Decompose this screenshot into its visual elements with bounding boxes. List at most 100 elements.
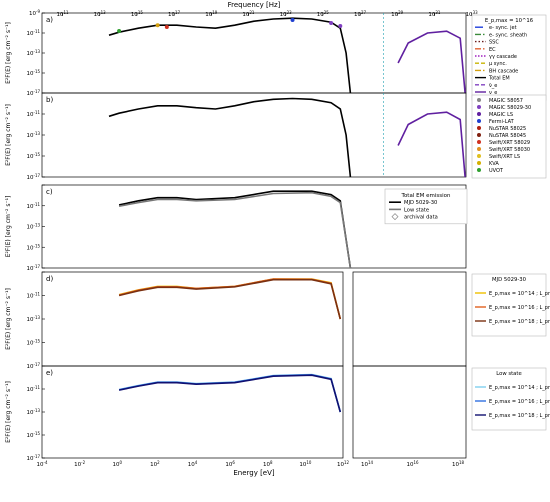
- data-marker: [290, 17, 295, 22]
- legend-label: MAGIC LS: [489, 112, 513, 118]
- y-tick-label: 10-11: [27, 385, 41, 394]
- legend-marker: [391, 213, 399, 221]
- y-axis-label: E²F(E) [erg cm⁻² s⁻¹]: [5, 196, 12, 258]
- y-tick-label: 10-13: [27, 315, 41, 324]
- legend-label: Swift/XRT 58030: [489, 147, 530, 153]
- panel-letter: b): [46, 96, 53, 104]
- y-tick-label: 10-15: [27, 431, 41, 440]
- legend-box: [471, 367, 547, 431]
- legend-label: Total EM: [488, 76, 510, 82]
- legend-marker: [477, 98, 481, 102]
- legend-box: [471, 273, 547, 337]
- series-line: [118, 278, 342, 320]
- series-line: [397, 30, 466, 94]
- top-tick-label: 1013: [94, 10, 107, 19]
- top-tick-label: 1011: [56, 10, 69, 19]
- legend-label: BH cascade: [489, 68, 518, 74]
- legend-label: E_p,max = 10^16 ; L_pnt = 1.0×10^46: [489, 305, 550, 311]
- y-tick-label: 10-11: [27, 291, 41, 300]
- y-tick-label: 10-9: [29, 9, 40, 18]
- panel-0: E²F(E) [erg cm⁻² s⁻¹]a) E_p,max = 10^16e-…: [5, 12, 547, 101]
- bottom-tick-label: 102: [150, 460, 160, 469]
- series-line: [108, 17, 352, 94]
- legend-label: SSC: [489, 40, 499, 46]
- bottom-tick-label: 104: [188, 460, 198, 469]
- bottom-tick-label: 10-4: [37, 460, 48, 469]
- data-marker: [338, 24, 343, 29]
- series-line: [108, 97, 352, 178]
- y-tick-label: 10-15: [27, 338, 41, 347]
- legend-marker: [477, 140, 481, 144]
- legend-label: e- sync. jet: [489, 25, 517, 31]
- data-marker: [164, 24, 169, 29]
- y-tick-label: 10-11: [27, 201, 41, 210]
- series-line: [397, 111, 466, 178]
- legend-box: [384, 188, 468, 225]
- plot-frame: [352, 365, 467, 459]
- legend-title: Total EM emission: [401, 193, 451, 199]
- series-line: [118, 278, 342, 320]
- top-tick-label: 1031: [428, 10, 441, 19]
- series-line: [118, 374, 342, 413]
- plot-frame: [41, 365, 344, 459]
- top-tick-label: 1025: [317, 10, 330, 19]
- legend-marker: [477, 126, 481, 130]
- legend-label: MAGIC 58057: [489, 98, 523, 104]
- legend-box: [471, 94, 547, 179]
- legend-title: MJD 5029-30: [492, 277, 527, 283]
- legend-label: MJD 5029-30: [404, 200, 437, 206]
- panel-letter: e): [46, 369, 53, 377]
- legend-marker: [477, 147, 481, 151]
- y-tick-label: 10-17: [27, 264, 41, 273]
- legend-label: Swift/XRT LS: [489, 154, 520, 160]
- legend-marker: [477, 168, 481, 172]
- legend-label: Swift/XRT 58029: [489, 140, 530, 146]
- y-axis-label: E²F(E) [erg cm⁻² s⁻¹]: [5, 104, 12, 166]
- y-tick-label: 10-13: [27, 408, 41, 417]
- legend-label: UVOT: [489, 168, 504, 174]
- panel-1: E²F(E) [erg cm⁻² s⁻¹]b) MAGIC 58057MAGIC …: [5, 92, 547, 179]
- legend-label: Fermi-LAT: [489, 119, 515, 125]
- legend-label: ν̄_e: [489, 83, 497, 89]
- bottom-tick-label: 1014: [361, 460, 374, 469]
- series-line: [118, 373, 342, 413]
- legend-marker: [477, 161, 481, 165]
- legend-label: E_p,max = 10^18 ; L_pnt = 1.5×10^45: [489, 319, 550, 325]
- series-line: [118, 278, 342, 320]
- y-tick-label: 10-17: [27, 454, 41, 463]
- data-marker: [155, 23, 160, 28]
- y-tick-label: 10-17: [27, 362, 41, 371]
- bottom-tick-label: 1010: [299, 460, 312, 469]
- top-tick-label: 1027: [354, 10, 367, 19]
- y-tick-label: 10-11: [27, 29, 41, 38]
- bottom-tick-label: 1012: [337, 460, 350, 469]
- legend-title: E_p,max = 10^16: [485, 18, 534, 24]
- legend-label: NuSTAR 58045: [489, 133, 526, 139]
- bottom-tick-label: 108: [263, 460, 273, 469]
- bottom-tick-label: 1016: [406, 460, 419, 469]
- top-axis-label: Frequency [Hz]: [228, 1, 281, 9]
- legend-title: Low state: [496, 371, 522, 377]
- bottom-tick-label: 10-2: [74, 460, 85, 469]
- panel-letter: d): [46, 275, 53, 283]
- legend-label: E_p,max = 10^18 ; L_pnt = 1.3×10^45: [489, 413, 550, 419]
- bottom-tick-label: 106: [225, 460, 235, 469]
- y-axis-label: E²F(E) [erg cm⁻² s⁻¹]: [5, 288, 12, 350]
- panel-3: E²F(E) [erg cm⁻² s⁻¹] d) MJD 5029-30 E_p,ma…: [5, 271, 550, 367]
- plot-frame: [352, 271, 467, 367]
- panel-letter: a): [46, 16, 53, 24]
- y-axis-label: E²F(E) [erg cm⁻² s⁻¹]: [5, 381, 12, 443]
- top-tick-label: 1023: [280, 10, 293, 19]
- y-tick-label: 10-13: [27, 49, 41, 58]
- legend-label: E_p,max = 10^14 ; L_pnt = 1.5×10^46: [489, 385, 550, 391]
- legend-label: E_p,max = 10^16 ; L_pnt = 4.5×10^45: [489, 399, 550, 405]
- series-line: [118, 373, 342, 413]
- panel-4: E²F(E) [erg cm⁻² s⁻¹] e) Low state E_p,max …: [5, 365, 550, 459]
- legend-label: NuSTAR 58025: [489, 126, 526, 132]
- y-tick-label: 10-11: [27, 110, 41, 119]
- series-line: [118, 191, 352, 269]
- legend-label: MAGIC 58029-30: [489, 105, 531, 111]
- legend-label: E_p,max = 10^14 ; L_pnt = 4.4×10^46: [489, 291, 550, 297]
- legend-label: EC: [489, 47, 496, 53]
